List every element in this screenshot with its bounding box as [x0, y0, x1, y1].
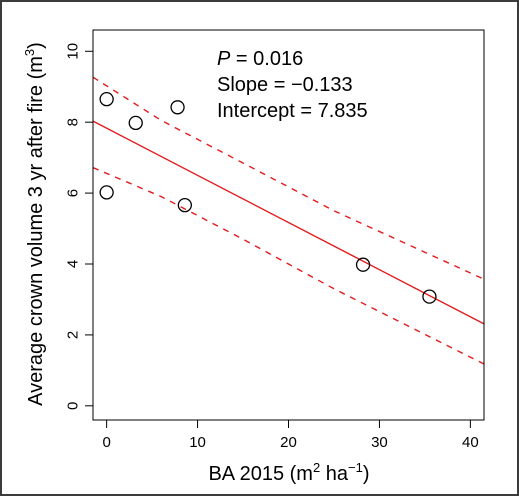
- data-point: [170, 100, 185, 115]
- y-tick-label: 2: [65, 331, 82, 339]
- plot-area-border: [92, 29, 485, 421]
- data-point: [177, 197, 192, 213]
- y-tick-label: 8: [65, 118, 82, 126]
- confidence-band: [92, 76, 485, 365]
- confidence-band-lower: [92, 166, 485, 365]
- x-tick-label: 30: [371, 434, 388, 451]
- y-tick-label: 4: [65, 260, 82, 268]
- y-tick-label: 10: [65, 43, 82, 60]
- annotation-slope: Slope = −0.133: [217, 74, 353, 96]
- annotation-p-value: P = 0.016: [217, 48, 303, 70]
- data-point: [355, 257, 371, 272]
- y-tick-label: 6: [65, 189, 82, 197]
- y-tick-label: 0: [65, 402, 82, 410]
- regression-line: [92, 120, 485, 325]
- confidence-band-upper: [92, 76, 485, 280]
- x-tick-label: 40: [462, 434, 479, 451]
- data-point: [99, 91, 114, 107]
- annotation-intercept: Intercept = 7.835: [217, 100, 368, 122]
- x-axis-title: BA 2015 (m2 ha−1): [208, 460, 369, 485]
- data-points: [99, 91, 437, 304]
- y-axis-title: Average crown volume 3 yr after fire (m3…: [22, 42, 47, 406]
- data-point: [422, 289, 437, 304]
- x-tick-label: 10: [189, 434, 206, 451]
- data-point: [99, 185, 114, 200]
- data-point: [128, 115, 143, 131]
- x-tick-label: 0: [102, 434, 110, 451]
- regression-line-group: [92, 120, 485, 325]
- x-tick-label: 20: [280, 434, 297, 451]
- annotation-p-number: = 0.016: [230, 48, 303, 70]
- axis-ticks: 0 10 20 30 40 0 2 4 6 8 10: [65, 43, 479, 451]
- annotation-p-label: P: [217, 48, 231, 70]
